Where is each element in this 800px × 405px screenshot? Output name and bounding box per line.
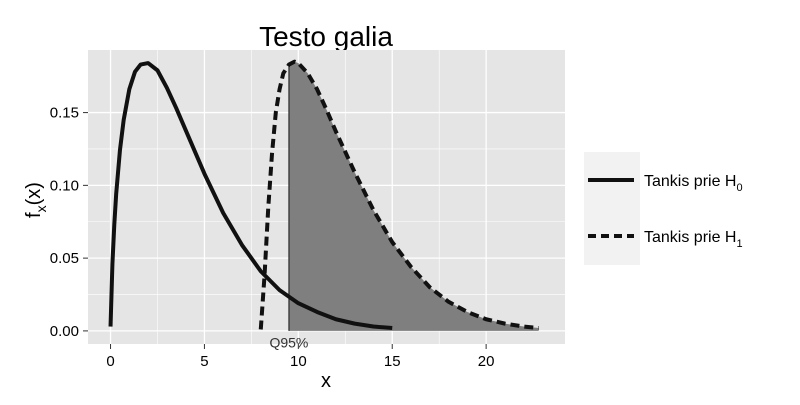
x-tick-label: 15 bbox=[384, 353, 401, 370]
y-tick-label: 0.05 bbox=[50, 250, 79, 267]
legend-label-h0-sub: 0 bbox=[736, 182, 742, 194]
legend-label-h1: Tankis prie H1 bbox=[644, 229, 743, 250]
annotation-layer: Q95% bbox=[269, 334, 308, 350]
y-axis-label-sub: x bbox=[33, 205, 49, 212]
legend-key-background bbox=[584, 152, 640, 265]
x-tick-label: 10 bbox=[290, 353, 307, 370]
y-tick-label: 0.15 bbox=[50, 105, 79, 122]
legend: Tankis prie H0 Tankis prie H1 bbox=[584, 152, 743, 265]
x-tick-label: 20 bbox=[478, 353, 495, 370]
annotation-q95: Q95% bbox=[269, 334, 308, 350]
shade-layer bbox=[288, 61, 539, 331]
shaded-area-h1 bbox=[288, 61, 539, 331]
legend-label-h1-sub: 1 bbox=[736, 238, 742, 250]
series-line-h0 bbox=[108, 61, 393, 330]
legend-label-h0-base: Tankis prie H bbox=[644, 173, 736, 190]
x-tick-label: 5 bbox=[200, 353, 208, 370]
series-layer bbox=[108, 59, 539, 330]
y-axis-label-base: f bbox=[23, 212, 45, 218]
y-tick-label: 0.10 bbox=[50, 177, 79, 194]
y-axis-label-rest: (x) bbox=[23, 182, 45, 205]
y-axis-label: fx(x) bbox=[23, 182, 49, 218]
legend-label-h0: Tankis prie H0 bbox=[644, 173, 743, 194]
x-tick-label: 0 bbox=[106, 353, 114, 370]
axis-layer: 0 5 10 15 20 0.00 0.05 0.10 0.15 bbox=[50, 105, 495, 370]
chart-title: Testo galia bbox=[259, 21, 393, 52]
series-line-h1 bbox=[258, 59, 539, 330]
legend-label-h1-base: Tankis prie H bbox=[644, 229, 736, 246]
y-tick-label: 0.00 bbox=[50, 323, 79, 340]
x-axis-label: x bbox=[321, 370, 331, 392]
